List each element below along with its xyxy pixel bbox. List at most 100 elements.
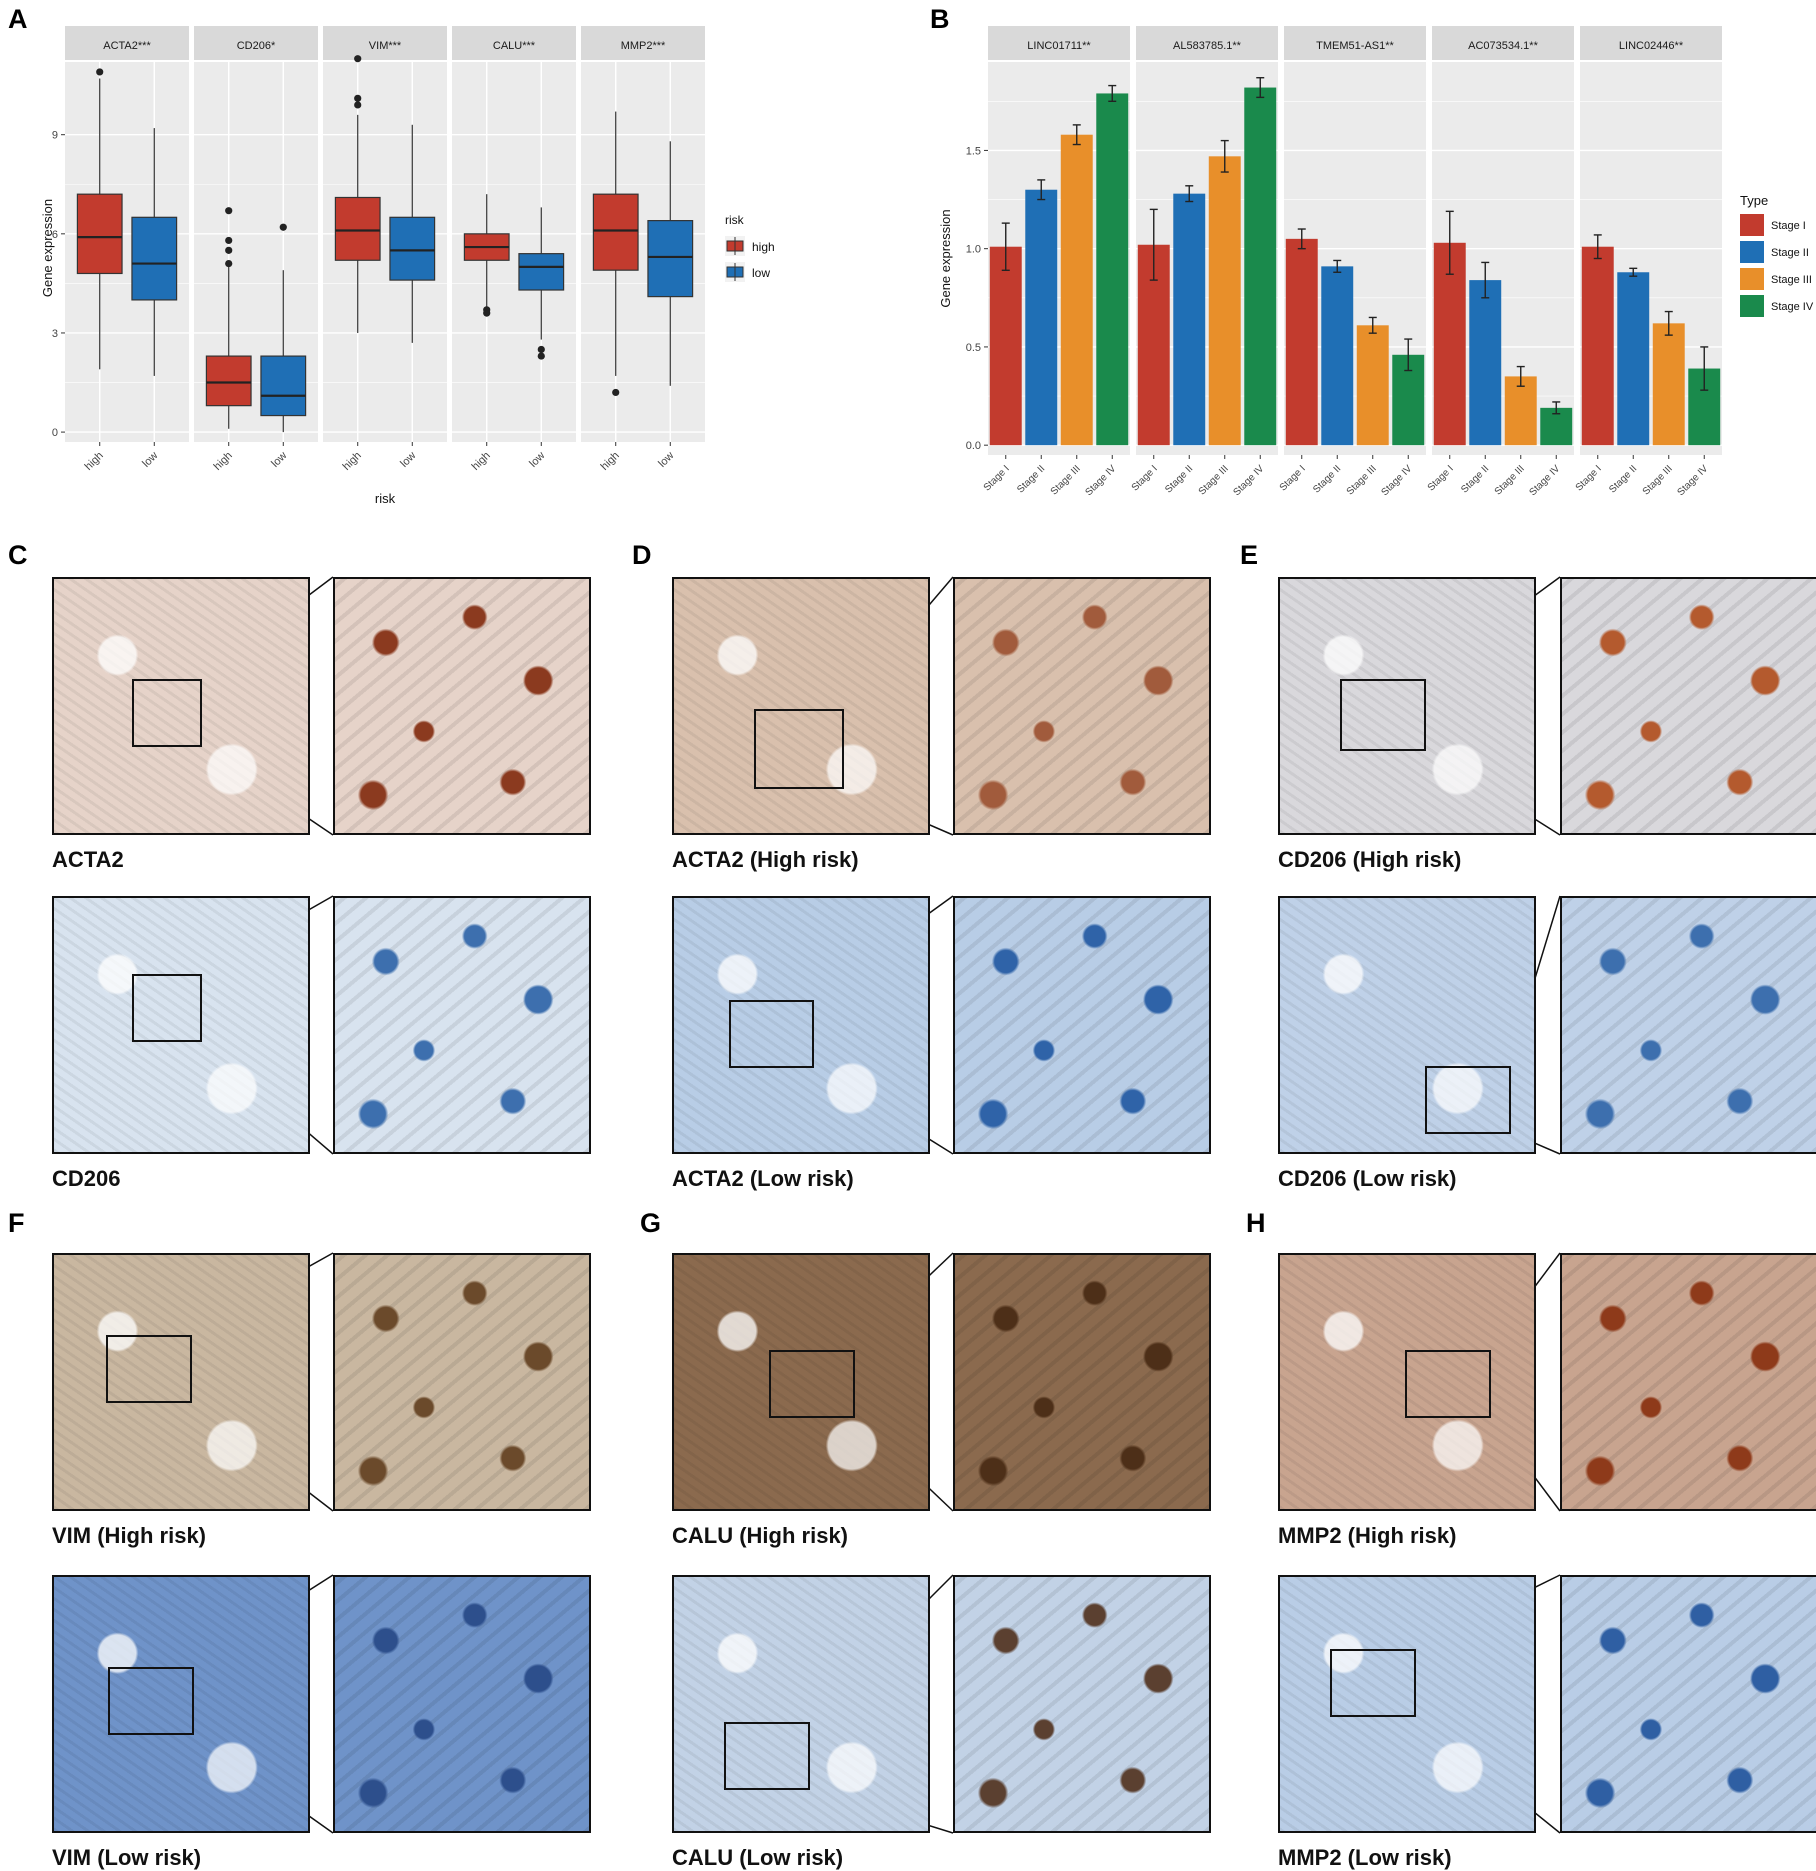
- legend-title: risk: [725, 213, 745, 227]
- box-low: [647, 220, 694, 298]
- facet-label: LINC01711**: [1027, 40, 1091, 52]
- roi-box: [1340, 679, 1426, 751]
- x-axis-title: risk: [375, 491, 396, 506]
- outlier-point: [96, 68, 104, 76]
- ihc-zoom-image: [953, 1253, 1211, 1511]
- ihc-zoom-image: [953, 577, 1211, 835]
- y-tick-label: 0.0: [966, 440, 981, 452]
- roi-box: [1330, 1649, 1416, 1717]
- bar-stage-iv: [1096, 93, 1129, 446]
- roi-box: [108, 1667, 194, 1735]
- ihc-zoom-image: [333, 1253, 591, 1511]
- facet-strip: [1136, 26, 1278, 60]
- ihc-overview-image: [52, 1575, 310, 1833]
- ihc-overview-image: [1278, 577, 1536, 835]
- ihc-caption: ACTA2: [52, 847, 124, 872]
- facet-label: AL583785.1**: [1173, 40, 1242, 52]
- legend-swatch: [1740, 295, 1764, 317]
- bar-stage-iv: [1244, 87, 1277, 446]
- facet-strip: [65, 26, 189, 60]
- facet-label: LINC02446**: [1619, 40, 1684, 52]
- ihc-overview-image: [52, 1253, 310, 1511]
- ihc-caption: VIM (Low risk): [52, 1845, 202, 1870]
- facet-label: TMEM51-AS1**: [1316, 40, 1394, 52]
- ihc-zoom-image: [1560, 896, 1816, 1154]
- panel-label-g: G: [640, 1208, 662, 1238]
- facet-strip: [1284, 26, 1426, 60]
- facet-label: ACTA2***: [103, 40, 151, 52]
- ihc-overview-image: [672, 896, 930, 1154]
- ihc-caption: ACTA2 (Low risk): [672, 1166, 854, 1191]
- outlier-point: [483, 306, 491, 314]
- bar-stage-ii: [1173, 193, 1206, 446]
- ihc-caption: ACTA2 (High risk): [672, 847, 859, 872]
- facet-strip: [988, 26, 1130, 60]
- ihc-zoom-image: [1560, 577, 1816, 835]
- bar-stage-i: [1581, 246, 1614, 446]
- box-low: [518, 253, 565, 291]
- roi-box: [1425, 1066, 1511, 1134]
- barplot-chart-b: LINC01711** Stage I Stage II Stage III Stage…: [938, 26, 1814, 498]
- bar-stage-iii: [1504, 376, 1537, 446]
- legend-label: Stage III: [1771, 274, 1812, 286]
- facet-strip: [452, 26, 576, 60]
- facet-strip: [1432, 26, 1574, 60]
- roi-box: [729, 1000, 814, 1068]
- bar-stage-iii: [1060, 134, 1093, 446]
- y-axis-title: Gene expression: [40, 199, 55, 297]
- ihc-zoom-image: [1560, 1253, 1816, 1511]
- ihc-zoom-image: [953, 1575, 1211, 1833]
- y-tick-label: 0.5: [966, 342, 981, 354]
- bar-stage-iii: [1208, 156, 1241, 446]
- ihc-overview-image: [1278, 1575, 1536, 1833]
- bar-stage-i: [1285, 238, 1318, 446]
- roi-box: [132, 679, 202, 747]
- y-tick-label: 6: [52, 229, 58, 241]
- outlier-point: [354, 101, 362, 109]
- facet-strip: [581, 26, 705, 60]
- ihc-caption: CD206 (High risk): [1278, 847, 1462, 872]
- legend-swatch: [1740, 214, 1764, 236]
- outlier-point: [354, 94, 362, 102]
- ihc-zoom-image: [333, 577, 591, 835]
- bar-stage-i: [989, 246, 1022, 446]
- y-tick-label: 0: [52, 427, 58, 439]
- box-high: [592, 193, 639, 271]
- outlier-point: [225, 207, 233, 215]
- outlier-point: [225, 259, 233, 268]
- y-tick-label: 9: [52, 130, 58, 142]
- facet-label: CALU***: [493, 40, 536, 52]
- bar-stage-ii: [1469, 280, 1502, 446]
- facet-strip: [194, 26, 318, 60]
- box-low: [260, 355, 307, 417]
- ihc-caption: CALU (Low risk): [672, 1845, 844, 1870]
- panel-label-a: A: [8, 4, 28, 34]
- outlier-point: [537, 352, 545, 360]
- facet-label: AC073534.1**: [1468, 40, 1538, 52]
- outlier-point: [354, 55, 362, 63]
- ihc-overview-image: [672, 1253, 930, 1511]
- legend-swatch: [1740, 268, 1764, 290]
- ihc-overview-image: [1278, 896, 1536, 1154]
- ihc-overview-image: [672, 577, 930, 835]
- ihc-overview-image: [1278, 1253, 1536, 1511]
- outlier-point: [612, 388, 620, 397]
- outlier-point: [225, 246, 233, 254]
- panel-label-h: H: [1246, 1208, 1266, 1238]
- bar-stage-i: [1433, 242, 1466, 446]
- box-high: [334, 196, 381, 261]
- panel-label-b: B: [930, 4, 950, 34]
- outlier-point: [537, 345, 545, 354]
- legend-title: Type: [1740, 193, 1768, 208]
- ihc-overview-image: [52, 896, 310, 1154]
- bar-stage-ii: [1321, 266, 1354, 446]
- bar-stage-iii: [1356, 325, 1389, 446]
- facet-label: VIM***: [369, 40, 402, 52]
- legend-swatch: [1740, 241, 1764, 263]
- roi-box: [106, 1335, 192, 1403]
- ihc-zoom-image: [333, 1575, 591, 1833]
- legend-label: high: [752, 240, 775, 254]
- bar-stage-ii: [1025, 189, 1058, 446]
- box-low: [389, 216, 436, 281]
- bar-stage-iii: [1652, 323, 1685, 446]
